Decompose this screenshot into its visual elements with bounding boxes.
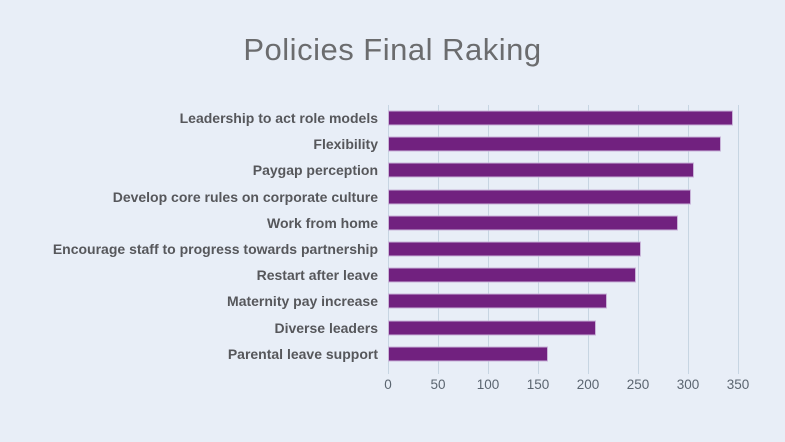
chart-row: Parental leave support	[0, 341, 785, 367]
category-label: Flexibility	[313, 136, 378, 153]
bar	[388, 110, 733, 126]
category-label: Maternity pay increase	[227, 293, 378, 310]
x-tick-label: 300	[676, 377, 700, 392]
bar	[388, 162, 694, 178]
chart-row: Paygap perception	[0, 157, 785, 183]
category-label: Restart after leave	[256, 267, 378, 284]
chart-row: Develop core rules on corporate culture	[0, 184, 785, 210]
x-tick-mark	[688, 367, 689, 374]
bar-track	[388, 341, 773, 367]
gridline	[588, 105, 589, 367]
x-tick-mark	[738, 367, 739, 374]
x-tick-mark	[638, 367, 639, 374]
bar-track	[388, 262, 773, 288]
gridline	[538, 105, 539, 367]
bar-track	[388, 236, 773, 262]
x-tick-label: 0	[384, 377, 392, 392]
gridline	[688, 105, 689, 367]
x-tick-label: 250	[626, 377, 650, 392]
gridline	[738, 105, 739, 367]
x-tick-mark	[488, 367, 489, 374]
bar	[388, 136, 721, 152]
bar	[388, 293, 607, 309]
bar-track	[388, 210, 773, 236]
bar	[388, 241, 641, 257]
category-label: Leadership to act role models	[179, 110, 378, 127]
x-tick-mark	[438, 367, 439, 374]
x-tick-mark	[388, 367, 389, 374]
plot-area	[388, 105, 773, 367]
x-tick-label: 350	[726, 377, 750, 392]
bar-track	[388, 157, 773, 183]
x-tick-mark	[538, 367, 539, 374]
chart-row: Work from home	[0, 210, 785, 236]
x-axis: 0 50 100 150 200 250 300 350	[384, 367, 773, 403]
chart-row: Flexibility	[0, 131, 785, 157]
chart-rows: Leadership to act role models Flexibility…	[0, 105, 785, 367]
bar	[388, 215, 678, 231]
gridline	[388, 105, 389, 367]
chart-row: Diverse leaders	[0, 315, 785, 341]
x-tick-label: 100	[476, 377, 500, 392]
gridline	[438, 105, 439, 367]
category-label: Parental leave support	[227, 345, 378, 362]
x-tick-label: 50	[430, 377, 446, 392]
bar	[388, 346, 548, 362]
chart-row: Encourage staff to progress towards part…	[0, 236, 785, 262]
chart-row: Maternity pay increase	[0, 288, 785, 314]
category-label: Paygap perception	[252, 162, 378, 179]
bar	[388, 189, 691, 205]
bar-track	[388, 184, 773, 210]
category-label: Work from home	[267, 214, 378, 231]
category-label: Develop core rules on corporate culture	[112, 188, 378, 205]
gridline	[638, 105, 639, 367]
chart-row: Restart after leave	[0, 262, 785, 288]
bar-track	[388, 315, 773, 341]
bar-track	[388, 288, 773, 314]
bar-track	[388, 131, 773, 157]
bar-track	[388, 105, 773, 131]
bar-chart: Leadership to act role models Flexibility…	[0, 105, 785, 405]
x-tick-label: 150	[526, 377, 550, 392]
chart-row: Leadership to act role models	[0, 105, 785, 131]
gridline	[488, 105, 489, 367]
x-tick-label: 200	[576, 377, 600, 392]
chart-title: Policies Final Raking	[243, 32, 542, 67]
bar	[388, 320, 596, 336]
category-label: Encourage staff to progress towards part…	[52, 241, 378, 258]
x-tick-mark	[588, 367, 589, 374]
category-label: Diverse leaders	[274, 319, 378, 336]
bar	[388, 267, 636, 283]
